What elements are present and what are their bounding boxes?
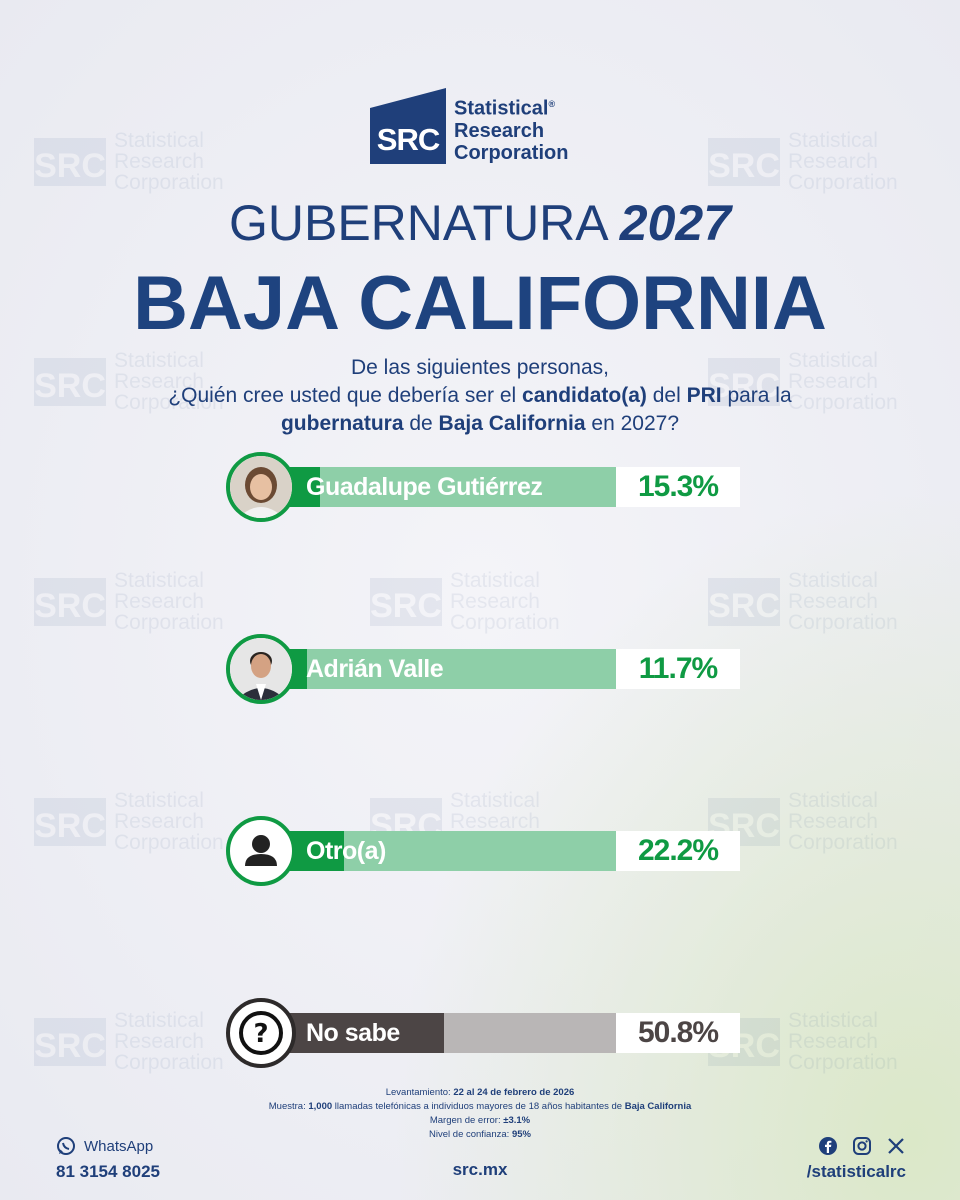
confidence-level: Nivel de confianza: 95%: [429, 1129, 531, 1140]
page-title: GUBERNATURA 2027: [0, 194, 960, 252]
bar-row-4: No sabe 50.8% ?: [226, 998, 740, 1068]
survey-question: De las siguientes personas, ¿Quién cree …: [168, 356, 792, 435]
bar-value: 22.2%: [616, 831, 740, 871]
title-prefix: GUBERNATURA: [228, 195, 606, 251]
title-year: 2027: [619, 195, 732, 251]
bar-label: Guadalupe Gutiérrez: [306, 473, 543, 501]
survey-dates: Levantamiento: 22 al 24 de febrero de 20…: [385, 1087, 575, 1098]
sample-info: Muestra: 1,000 llamadas telefónicas a in…: [268, 1101, 692, 1112]
social-handle[interactable]: /statisticalrc: [806, 1162, 906, 1181]
bar-value: 50.8%: [616, 1013, 740, 1053]
bar-value: 11.7%: [616, 649, 740, 689]
social-icons: [807, 1136, 906, 1156]
watermark-text: Statistical Research Corporation: [114, 129, 224, 194]
social-block: /statisticalrc: [807, 1136, 906, 1182]
state-title: BAJA CALIFORNIA: [133, 261, 827, 346]
whatsapp-link[interactable]: WhatsApp: [56, 1136, 160, 1156]
logo-shape-icon: [370, 88, 446, 164]
bar-label: No sabe: [306, 1019, 400, 1047]
brand-name: Statistical® Research Corporation: [454, 98, 569, 164]
methodology: Levantamiento: 22 al 24 de febrero de 20…: [0, 1086, 960, 1142]
watermark-logo: SRC: [34, 137, 106, 186]
bar-label: Adrián Valle: [306, 655, 444, 683]
website-link[interactable]: src.mx: [452, 1160, 508, 1179]
bar-label: Otro(a): [306, 837, 386, 865]
svg-text:?: ?: [253, 1019, 268, 1049]
brand-abbr: SRC: [376, 122, 440, 157]
brand-logo: SRC Statistical® Research Corporation: [370, 88, 592, 164]
bar-row-3: Otro(a) 22.2%: [226, 816, 740, 886]
whatsapp-icon: [57, 1137, 75, 1155]
margin-of-error: Margen de error: ±3.1%: [429, 1115, 531, 1126]
instagram-icon[interactable]: [852, 1136, 872, 1156]
bar-row-2: Adrián Valle 11.7%: [226, 634, 740, 704]
phone-number[interactable]: 81 3154 8025: [56, 1162, 160, 1181]
x-icon[interactable]: [886, 1136, 906, 1156]
person-icon: [226, 816, 296, 886]
question-mark-icon: ?: [226, 998, 296, 1068]
bar-track: [266, 831, 616, 871]
contact-block: WhatsApp 81 3154 8025: [56, 1136, 160, 1182]
whatsapp-label: WhatsApp: [84, 1137, 154, 1155]
facebook-icon[interactable]: [818, 1136, 838, 1156]
brand-logo-mark: SRC: [370, 88, 446, 164]
bar-row-1: Guadalupe Gutiérrez 15.3%: [226, 452, 740, 522]
bar-value: 15.3%: [616, 467, 740, 507]
candidate-photo-icon: [226, 452, 296, 522]
candidate-photo-icon: [226, 634, 296, 704]
